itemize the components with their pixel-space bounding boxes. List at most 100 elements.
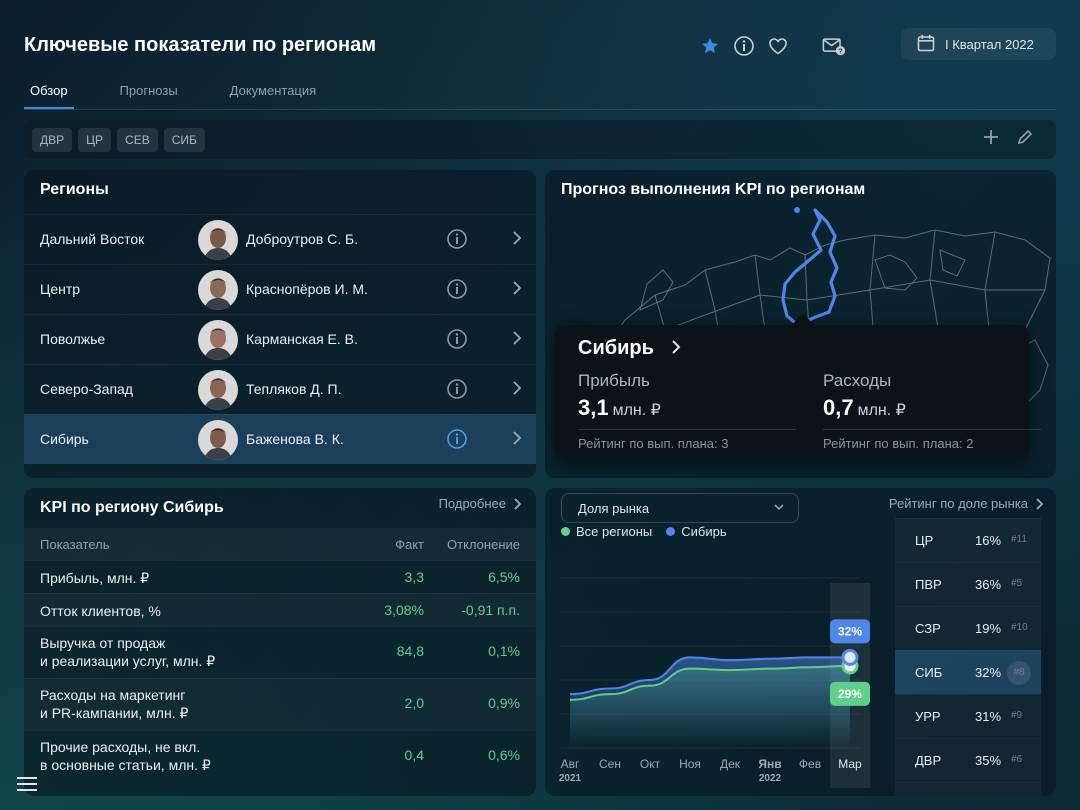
col-deviation: Отклонение — [447, 537, 520, 552]
metric-select[interactable]: Доля рынка — [561, 493, 799, 523]
kpi-row[interactable]: Выручка от продаж и реализации услуг, млн… — [24, 626, 536, 678]
series-siberia-line — [569, 656, 850, 696]
chevron-right-icon[interactable] — [512, 430, 522, 451]
ranking-row[interactable]: СЗР 19% #10 — [895, 606, 1041, 650]
info-icon[interactable] — [446, 278, 468, 305]
more-label: Подробнее — [438, 496, 506, 511]
kpi-fact: 0,4 — [404, 747, 424, 763]
kpi-title: KPI по региону Сибирь — [40, 499, 224, 516]
filter-chip-sib[interactable]: СИБ — [163, 128, 205, 152]
header: Ключевые показатели по регионам ? I Квар… — [24, 28, 1056, 62]
chevron-down-icon — [774, 504, 784, 511]
ranking-row[interactable]: ДВР 35% #6 — [895, 738, 1041, 782]
ranking-row[interactable]: ЦР 16% #11 — [895, 518, 1041, 562]
kpi-deviation: -0,91 п.п. — [461, 602, 520, 618]
ranking-row[interactable]: УРР 31% #9 — [895, 694, 1041, 738]
ranking-position: #9 — [1011, 710, 1023, 721]
tab-documentation[interactable]: Документация — [229, 83, 317, 98]
header-actions: ? — [698, 34, 846, 58]
tab-forecasts[interactable]: Прогнозы — [119, 83, 178, 98]
expenses-metric: Расходы 0,7 млн. ₽ Рейтинг по вып. плана:… — [823, 371, 1041, 451]
region-row[interactable]: Дальний Восток Доброутров С. Б. — [24, 214, 536, 264]
metric-select-value: Доля рынка — [578, 501, 650, 516]
mail-question-icon[interactable]: ? — [822, 34, 846, 58]
x-tick-label: Дек — [720, 757, 741, 771]
kpi-label: Прибыль, млн. ₽ — [40, 569, 149, 587]
info-icon[interactable] — [446, 328, 468, 355]
chevron-right-icon — [514, 497, 522, 510]
filter-chip-dvr[interactable]: ДВР — [32, 128, 73, 152]
ranking-percent: 36% — [975, 577, 1002, 592]
regions-title: Регионы — [40, 181, 109, 198]
x-tick-label: Сен — [599, 757, 621, 771]
filter-chip-sev[interactable]: СЕВ — [117, 128, 158, 152]
filter-chip-cr[interactable]: ЦР — [78, 128, 112, 152]
region-row[interactable]: Северо-Запад Тепляков Д. П. — [24, 364, 536, 414]
market-share-panel: Доля рынка Все регионы Сибирь Рейтинг по… — [545, 488, 1056, 796]
series-siberia-endpoint[interactable] — [841, 648, 859, 666]
pencil-icon[interactable] — [1016, 128, 1034, 151]
region-row[interactable]: Центр Краснопёров И. М. — [24, 264, 536, 314]
chevron-right-icon[interactable] — [512, 280, 522, 301]
legend-all-regions: Все регионы — [561, 524, 652, 539]
heart-icon[interactable] — [766, 34, 790, 58]
ranking-percent: 31% — [975, 709, 1002, 724]
ranking-title[interactable]: Рейтинг по доле рынка — [889, 496, 1044, 511]
profit-metric: Прибыль 3,1 млн. ₽ Рейтинг по вып. плана:… — [578, 371, 796, 451]
chevron-right-icon[interactable] — [512, 330, 522, 351]
kpi-row[interactable]: Отток клиентов, % 3,08% -0,91 п.п. — [24, 593, 536, 626]
callout-siberia: 32% — [838, 624, 862, 638]
kpi-label-line: и PR-кампании, млн. ₽ — [40, 705, 189, 721]
legend-siberia: Сибирь — [666, 524, 727, 539]
filter-bar: ДВР ЦР СЕВ СИБ — [24, 120, 1056, 159]
quarter-picker[interactable]: I Квартал 2022 — [901, 28, 1056, 60]
kpi-label-line: Прочие расходы, не вкл. — [40, 739, 201, 755]
kpi-row[interactable]: Расходы на маркетинг и PR-кампании, млн. … — [24, 678, 536, 730]
kpi-row[interactable]: Прочие расходы, не вкл. в основные статьи… — [24, 730, 536, 782]
expenses-unit: млн. ₽ — [857, 402, 906, 419]
manager-name: Доброутров С. Б. — [246, 231, 359, 247]
ranking-region-code: СЗР — [915, 621, 941, 636]
kpi-table-header: Показатель Факт Отклонение — [24, 528, 536, 560]
menu-icon[interactable] — [16, 776, 38, 797]
profit-value: 3,1 — [578, 395, 609, 420]
kpi-row[interactable]: Прибыль, млн. ₽ 3,3 6,5% — [24, 560, 536, 593]
chevron-right-icon[interactable] — [512, 380, 522, 401]
region-row[interactable]: Поволжье Карманская Е. В. — [24, 314, 536, 364]
series-all-regions-area — [570, 665, 850, 748]
info-icon[interactable] — [446, 228, 468, 255]
popup-region-name[interactable]: Сибирь — [578, 337, 654, 359]
legend-dot-green — [561, 527, 570, 536]
info-icon[interactable] — [446, 428, 468, 455]
region-row[interactable]: Сибирь Баженова В. К. — [24, 414, 536, 464]
info-icon[interactable] — [446, 378, 468, 405]
ranking-region-code: ПВР — [915, 577, 942, 592]
ranking-row[interactable]: ПВР 36% #5 — [895, 562, 1041, 606]
ranking-percent: 19% — [975, 621, 1002, 636]
callout-all-regions: 29% — [838, 687, 862, 701]
chevron-right-icon[interactable] — [669, 339, 683, 360]
plus-icon[interactable] — [982, 128, 1000, 151]
info-icon[interactable] — [732, 34, 756, 58]
kpi-label: Расходы на маркетинг и PR-кампании, млн. … — [40, 686, 188, 722]
more-link[interactable]: Подробнее — [439, 496, 522, 511]
filter-actions — [982, 128, 1034, 151]
x-tick-label: Фев — [799, 757, 821, 771]
callout-all-regions-bg — [830, 681, 870, 706]
ranking-position: #10 — [1011, 622, 1028, 633]
ranking-list: ЦР 16% #11 ПВР 36% #5 СЗР 19% #10 СИБ 32% #8 УРР 31% #… — [895, 518, 1041, 796]
kpi-fact: 84,8 — [396, 643, 424, 659]
tab-overview[interactable]: Обзор — [24, 78, 74, 109]
kpi-deviation: 0,9% — [488, 695, 520, 711]
chevron-right-icon[interactable] — [512, 230, 522, 251]
kpi-deviation: 6,5% — [488, 569, 520, 585]
profit-value-row: 3,1 млн. ₽ — [578, 395, 796, 421]
ranking-title-label: Рейтинг по доле рынка — [888, 496, 1028, 511]
kpi-label-line: Прибыль, млн. ₽ — [40, 570, 150, 586]
kpi-label: Отток клиентов, % — [40, 602, 161, 620]
ranking-row[interactable]: СЕВ42%#3 — [895, 782, 1041, 796]
ranking-row[interactable]: СИБ 32% #8 — [895, 650, 1041, 694]
star-icon[interactable] — [698, 34, 722, 58]
regions-panel: Регионы Дальний Восток Доброутров С. Б. Це… — [24, 170, 536, 478]
filter-chips: ДВР ЦР СЕВ СИБ — [32, 128, 205, 152]
